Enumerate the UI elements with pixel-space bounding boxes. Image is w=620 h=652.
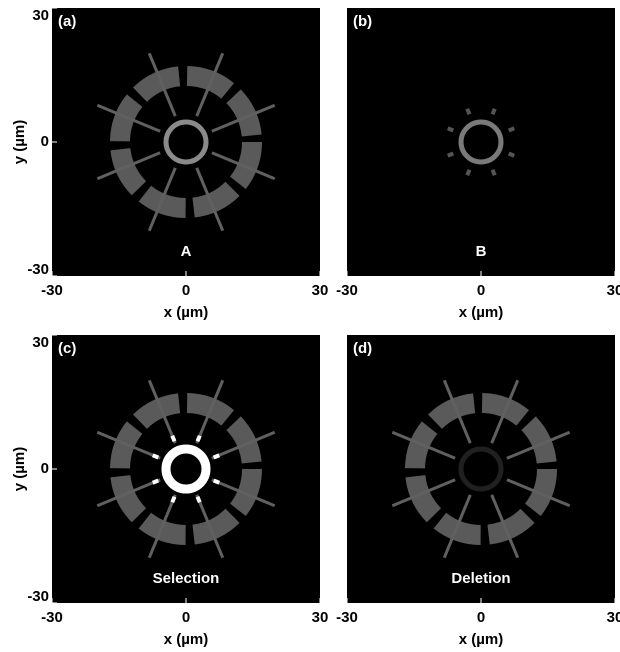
caption: Deletion: [451, 570, 510, 587]
x-tick-label: 30: [607, 609, 620, 626]
spoke: [211, 103, 276, 133]
dot: [151, 453, 160, 460]
spoke: [195, 52, 225, 117]
x-tick-label: -30: [41, 609, 63, 626]
inner-ring: [161, 444, 211, 494]
y-axis-label: y (µm): [11, 120, 28, 164]
image-area: [347, 335, 615, 603]
dot: [195, 434, 202, 443]
caption: Selection: [153, 570, 220, 587]
inner-ring: [458, 446, 504, 492]
y-axis-label: y (µm): [11, 447, 28, 491]
inner-ring: [458, 119, 504, 165]
x-axis-label: x (µm): [459, 631, 503, 648]
dot: [507, 151, 516, 158]
caption: A: [181, 243, 192, 260]
panel-label: (b): [353, 13, 372, 30]
spoke: [211, 430, 276, 460]
inner-ring: [163, 119, 209, 165]
x-axis-label: x (µm): [164, 631, 208, 648]
dot: [465, 107, 472, 116]
x-tick-label: 0: [182, 282, 190, 299]
dot: [151, 478, 160, 485]
spoke: [391, 430, 456, 460]
y-tick-label: -30: [27, 261, 49, 278]
dot: [170, 434, 177, 443]
panel-label: (a): [58, 13, 76, 30]
x-tick-label: 0: [477, 609, 485, 626]
caption: B: [476, 243, 487, 260]
spoke: [195, 494, 225, 559]
spoke: [442, 379, 472, 444]
y-tick-label: 0: [41, 133, 49, 150]
x-tick-label: 30: [312, 609, 329, 626]
x-tick-label: -30: [41, 282, 63, 299]
dot: [212, 453, 221, 460]
outer-ring: [110, 66, 262, 218]
spoke: [147, 494, 177, 559]
spoke: [211, 478, 276, 508]
x-axis-label: x (µm): [459, 304, 503, 321]
spoke: [96, 151, 161, 181]
panel: (b) B -30 0 30 x (µm): [336, 8, 620, 321]
panel-label: (d): [353, 340, 372, 357]
x-tick-label: 0: [182, 609, 190, 626]
spoke: [442, 494, 472, 559]
panel: (a) A -30 0 30 x (µm) -30 0 30 y (µm): [11, 7, 328, 321]
x-tick-label: 0: [477, 282, 485, 299]
spoke: [96, 103, 161, 133]
x-tick-label: -30: [336, 282, 358, 299]
outer-ring: [405, 393, 557, 545]
x-tick-label: 30: [607, 282, 620, 299]
spoke: [147, 52, 177, 117]
image-area: [52, 8, 320, 276]
spoke: [506, 430, 571, 460]
image-area: [52, 335, 320, 603]
dot: [507, 126, 516, 133]
dot: [465, 168, 472, 177]
dot: [446, 126, 455, 133]
spoke: [147, 379, 177, 444]
panel: (c) Selection -30 0 30 x (µm) -30 0 30 y (µm): [11, 334, 328, 648]
spoke: [195, 379, 225, 444]
y-tick-label: 30: [32, 7, 49, 24]
y-tick-label: 0: [41, 460, 49, 477]
panel: (d) Deletion -30 0 30 x (µm): [336, 335, 620, 648]
spoke: [506, 478, 571, 508]
outer-ring: [110, 393, 262, 545]
spoke: [211, 151, 276, 181]
dot: [446, 151, 455, 158]
x-tick-label: 30: [312, 282, 329, 299]
dot: [195, 495, 202, 504]
x-axis-label: x (µm): [164, 304, 208, 321]
spoke: [96, 478, 161, 508]
x-tick-label: -30: [336, 609, 358, 626]
spoke: [96, 430, 161, 460]
dot: [170, 495, 177, 504]
panel-label: (c): [58, 340, 76, 357]
spoke: [147, 167, 177, 232]
dot: [490, 168, 497, 177]
y-tick-label: -30: [27, 588, 49, 605]
spoke: [391, 478, 456, 508]
image-area: [347, 8, 615, 276]
dot: [212, 478, 221, 485]
spoke: [195, 167, 225, 232]
dot: [490, 107, 497, 116]
y-tick-label: 30: [32, 334, 49, 351]
spoke: [490, 379, 520, 444]
spoke: [490, 494, 520, 559]
